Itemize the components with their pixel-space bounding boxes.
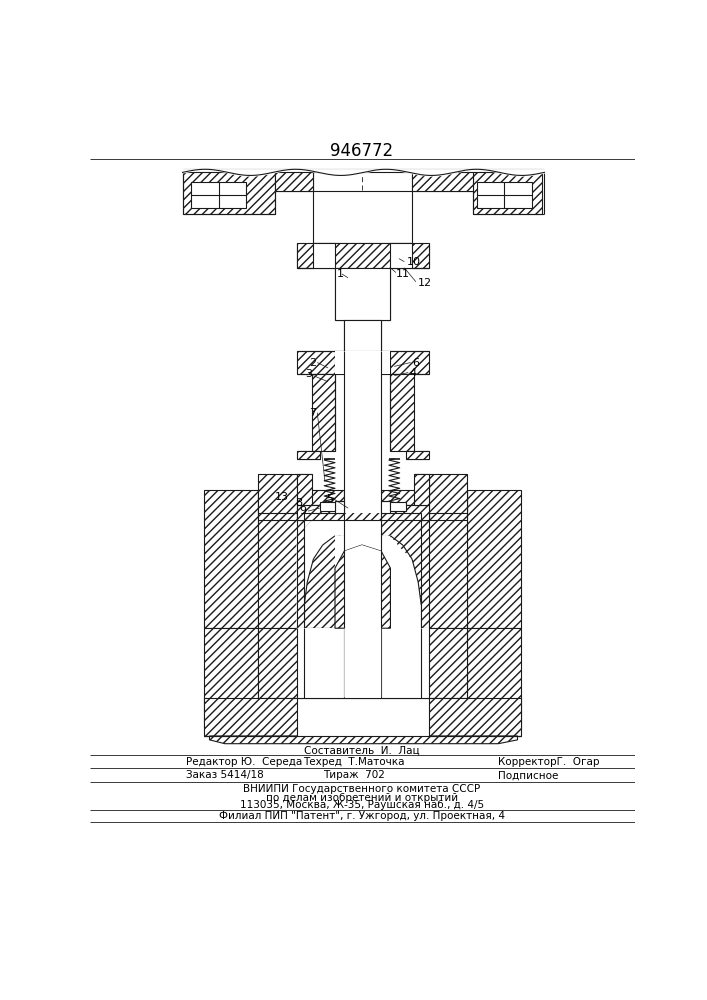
Bar [477, 182, 532, 208]
Text: 12: 12 [417, 278, 431, 288]
Polygon shape [381, 536, 421, 628]
Bar [473, 172, 542, 214]
Bar [296, 698, 429, 736]
Bar [258, 490, 344, 628]
Text: Заказ 5414/18: Заказ 5414/18 [187, 770, 264, 780]
Text: 946772: 946772 [330, 142, 394, 160]
Text: Редактор Ю.  Середа: Редактор Ю. Середа [187, 757, 303, 767]
Text: 6: 6 [412, 358, 419, 368]
Bar [296, 474, 312, 505]
Polygon shape [335, 536, 390, 628]
Bar [312, 374, 335, 451]
Bar [320, 502, 335, 511]
Text: 10: 10 [407, 257, 421, 267]
Polygon shape [296, 243, 335, 268]
Bar [429, 474, 467, 513]
Text: КорректорГ.  Огар: КорректорГ. Огар [498, 757, 600, 767]
Bar [204, 698, 521, 736]
Bar [204, 490, 258, 628]
Polygon shape [344, 628, 381, 698]
Text: ВНИИПИ Государственного комитета СССР: ВНИИПИ Государственного комитета СССР [243, 784, 481, 794]
Bar [204, 628, 258, 728]
Polygon shape [304, 628, 344, 698]
Text: Тираж  702: Тираж 702 [323, 770, 385, 780]
Text: 4: 4 [409, 368, 417, 378]
Bar [381, 501, 390, 513]
Polygon shape [296, 628, 304, 698]
Bar [412, 172, 473, 191]
Bar [335, 501, 344, 513]
Bar [467, 490, 521, 628]
Bar [406, 451, 429, 459]
Text: 113035, Москва, Ж-35, Раушская наб., д. 4/5: 113035, Москва, Ж-35, Раушская наб., д. … [240, 800, 484, 810]
Bar [344, 320, 381, 351]
Bar [390, 374, 414, 451]
Text: Филиал ПИП "Патент", г. Ужгород, ул. Проектная, 4: Филиал ПИП "Патент", г. Ужгород, ул. Про… [219, 811, 505, 821]
Bar [258, 474, 296, 513]
Text: Подписное: Подписное [498, 770, 559, 780]
Bar [335, 351, 390, 374]
Bar [414, 474, 429, 505]
Text: Составитель  И.  Лац: Составитель И. Лац [304, 746, 420, 756]
Text: по делам изобретений и открытий: по делам изобретений и открытий [266, 793, 458, 803]
Bar [182, 172, 275, 214]
Text: 9: 9 [299, 506, 307, 516]
Polygon shape [296, 505, 344, 520]
Bar [275, 172, 313, 191]
Bar [381, 628, 467, 698]
Text: 1: 1 [337, 269, 344, 279]
Bar [296, 451, 320, 459]
Text: 2: 2 [309, 358, 316, 368]
Text: 7: 7 [309, 408, 316, 418]
Bar [258, 628, 344, 698]
Bar [296, 351, 429, 374]
Text: 8: 8 [295, 498, 302, 508]
Text: 3: 3 [305, 369, 312, 379]
Text: 11: 11 [396, 269, 410, 279]
Bar [296, 505, 429, 520]
Text: Техред  Т.Маточка: Техред Т.Маточка [303, 757, 405, 767]
Polygon shape [381, 628, 421, 698]
Text: 5: 5 [326, 494, 333, 504]
Bar [344, 351, 381, 513]
Bar [467, 628, 521, 728]
Bar [313, 191, 412, 243]
Polygon shape [381, 505, 429, 520]
Bar [381, 490, 467, 628]
Polygon shape [344, 545, 381, 628]
Polygon shape [390, 243, 429, 268]
Bar [335, 268, 390, 320]
Polygon shape [335, 545, 390, 628]
Bar [421, 520, 429, 628]
Polygon shape [209, 736, 518, 744]
Bar [296, 243, 429, 268]
Polygon shape [296, 513, 344, 628]
Bar [191, 182, 247, 208]
Text: 13: 13 [275, 492, 288, 502]
Bar [296, 520, 304, 628]
Polygon shape [344, 604, 381, 698]
Polygon shape [421, 628, 429, 698]
Bar [390, 502, 406, 511]
Polygon shape [344, 513, 381, 613]
